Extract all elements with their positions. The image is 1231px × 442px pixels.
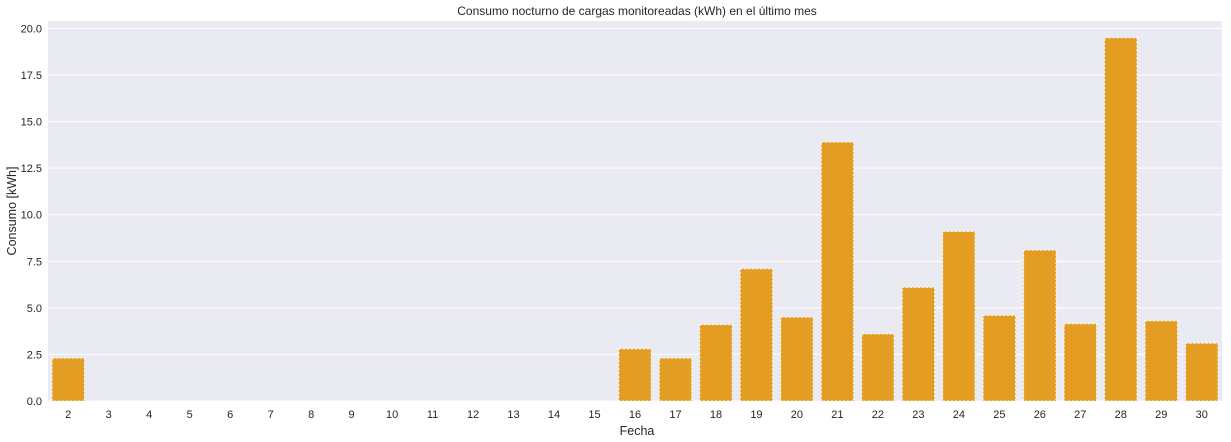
x-tick-label: 7 [268, 409, 274, 421]
bar-23 [901, 286, 936, 402]
x-tick-label: 4 [146, 409, 152, 421]
bar-19 [739, 268, 774, 402]
x-tick-label: 25 [993, 409, 1005, 421]
bar-16 [618, 348, 652, 402]
x-axis-ticks: 2 3 4 5 6 7 8 9 10 11 12 13 14 15 16 17 18 19 20 21 22 23 24 25… [65, 409, 1208, 421]
x-tick-label: 14 [548, 409, 560, 421]
bar-17 [658, 357, 693, 402]
y-tick-label: 20.0 [21, 23, 42, 35]
bar-21 [820, 141, 855, 402]
y-tick-label: 0.0 [27, 396, 42, 408]
bar-22 [861, 333, 895, 402]
x-tick-label: 29 [1155, 409, 1167, 421]
y-tick-label: 2.5 [27, 349, 42, 361]
x-tick-label: 6 [227, 409, 233, 421]
y-tick-label: 10.0 [21, 210, 42, 222]
x-tick-label: 9 [349, 409, 355, 421]
x-tick-label: 26 [1034, 409, 1046, 421]
x-tick-label: 27 [1074, 409, 1086, 421]
x-tick-label: 28 [1115, 409, 1127, 421]
x-tick-label: 13 [507, 409, 519, 421]
bar-29 [1144, 320, 1178, 402]
x-tick-label: 11 [427, 409, 438, 421]
bars [51, 37, 1219, 402]
x-tick-label: 10 [386, 409, 398, 421]
bar-27 [1063, 323, 1098, 402]
bar-18 [699, 324, 733, 402]
x-tick-label: 30 [1196, 409, 1208, 421]
x-tick-label: 21 [831, 409, 843, 421]
chart-title: Consumo nocturno de cargas monitoreadas … [457, 4, 817, 18]
bar-20 [780, 316, 814, 402]
x-tick-label: 17 [669, 409, 681, 421]
y-axis-ticks: 0.0 2.5 5.0 7.5 10.0 12.5 15.0 17.5 20.0 [21, 23, 42, 408]
x-tick-label: 5 [187, 409, 193, 421]
bar-24 [942, 230, 976, 402]
y-tick-label: 7.5 [27, 256, 42, 268]
x-tick-label: 2 [65, 409, 71, 421]
y-axis-title: Consumo [kWh] [5, 167, 19, 256]
x-tick-label: 24 [953, 409, 965, 421]
y-tick-label: 17.5 [21, 70, 42, 82]
x-tick-label: 22 [872, 409, 884, 421]
x-tick-label: 8 [308, 409, 314, 421]
bar-28 [1104, 37, 1138, 402]
x-axis-title: Fecha [620, 424, 655, 438]
x-tick-label: 20 [791, 409, 803, 421]
x-tick-label: 16 [629, 409, 641, 421]
x-tick-label: 19 [750, 409, 762, 421]
bar-2 [51, 357, 85, 402]
x-tick-label: 15 [588, 409, 600, 421]
bar-25 [982, 314, 1017, 402]
y-tick-label: 12.5 [21, 163, 42, 175]
y-tick-label: 15.0 [21, 117, 42, 129]
bar-26 [1023, 249, 1057, 402]
y-tick-label: 5.0 [27, 303, 42, 315]
x-tick-label: 23 [912, 409, 924, 421]
x-tick-label: 3 [106, 409, 112, 421]
bar-30 [1185, 342, 1219, 402]
x-tick-label: 18 [710, 409, 722, 421]
x-tick-label: 12 [467, 409, 479, 421]
